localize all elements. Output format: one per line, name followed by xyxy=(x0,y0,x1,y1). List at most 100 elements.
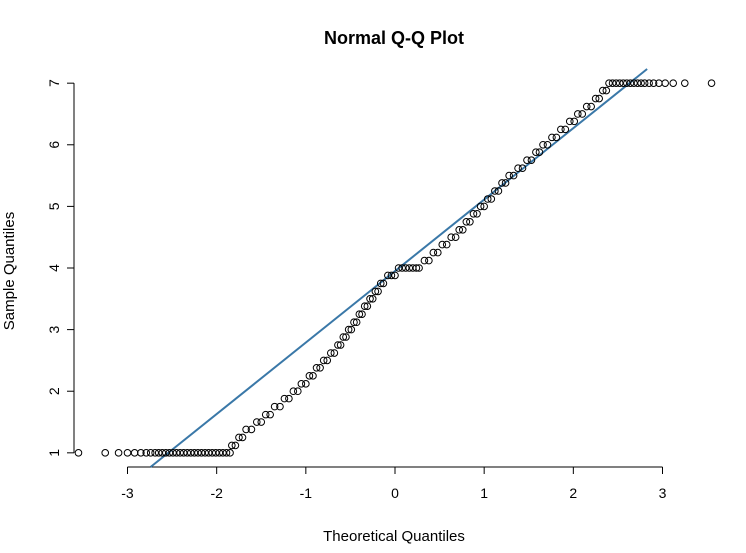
x-tick-label: 2 xyxy=(569,485,577,501)
data-point xyxy=(319,356,328,365)
data-point xyxy=(505,171,513,180)
data-point xyxy=(412,264,421,272)
data-point xyxy=(294,387,302,396)
data-point xyxy=(491,187,499,195)
data-point xyxy=(238,433,247,442)
data-point xyxy=(480,202,488,211)
data-point xyxy=(330,349,339,357)
data-point xyxy=(561,125,570,134)
data-point xyxy=(242,425,250,434)
data-point xyxy=(183,449,192,457)
data-point xyxy=(501,179,510,187)
data-point xyxy=(645,79,653,87)
data-point xyxy=(649,79,658,87)
data-point xyxy=(602,86,611,95)
data-point xyxy=(336,341,345,349)
data-point xyxy=(447,233,455,241)
data-point xyxy=(162,449,170,457)
data-point xyxy=(680,79,689,87)
data-point xyxy=(623,79,631,87)
data-point xyxy=(483,195,492,203)
y-tick-label: 7 xyxy=(46,79,62,87)
data-point xyxy=(276,402,284,411)
data-point xyxy=(235,433,243,442)
data-point xyxy=(285,394,293,403)
data-point xyxy=(371,287,380,296)
data-point xyxy=(270,402,279,411)
data-point xyxy=(394,264,403,272)
data-point xyxy=(360,302,369,310)
data-point xyxy=(201,449,209,457)
data-point xyxy=(327,349,335,357)
data-point xyxy=(363,302,372,310)
data-point xyxy=(261,410,270,419)
data-point xyxy=(384,271,392,280)
data-point xyxy=(669,79,678,87)
data-point xyxy=(451,233,460,241)
data-point xyxy=(231,441,240,450)
data-point xyxy=(557,125,565,134)
data-point xyxy=(187,449,195,457)
data-point xyxy=(190,449,199,457)
data-point xyxy=(344,325,353,334)
data-point xyxy=(438,240,447,249)
data-point xyxy=(532,148,540,156)
data-point xyxy=(228,441,236,450)
data-point xyxy=(252,418,261,426)
data-point xyxy=(707,79,716,87)
data-point xyxy=(398,264,406,272)
data-point xyxy=(640,79,649,87)
data-point xyxy=(630,79,638,87)
data-points xyxy=(74,79,716,457)
data-point xyxy=(339,333,348,341)
data-point xyxy=(305,372,314,380)
data-point xyxy=(535,148,544,156)
data-point xyxy=(266,410,274,419)
data-point xyxy=(391,271,399,280)
data-point xyxy=(401,264,410,272)
data-point xyxy=(165,449,174,457)
data-point xyxy=(552,133,561,142)
data-point xyxy=(591,94,600,103)
data-point xyxy=(582,102,591,111)
data-point xyxy=(342,333,350,341)
data-point xyxy=(476,202,485,211)
data-point xyxy=(151,449,159,457)
data-point xyxy=(539,140,547,149)
data-point xyxy=(434,248,442,257)
data-point xyxy=(469,209,478,218)
data-point xyxy=(101,449,110,457)
data-point xyxy=(543,140,552,149)
data-point xyxy=(312,364,321,372)
data-point xyxy=(587,102,595,111)
data-point xyxy=(379,279,388,288)
data-point xyxy=(350,318,358,327)
data-point xyxy=(358,310,366,319)
axes: -3 -2 -1 0 1 2 3 1 2 3 4 5 6 7 xyxy=(46,79,667,501)
data-point xyxy=(487,195,496,203)
data-point xyxy=(494,187,503,195)
data-point xyxy=(509,171,518,180)
x-tick-label: -3 xyxy=(121,485,134,501)
data-point xyxy=(280,394,289,403)
data-point xyxy=(226,449,234,457)
data-point xyxy=(376,279,385,288)
data-point xyxy=(289,387,298,396)
data-point xyxy=(458,226,467,234)
data-point xyxy=(466,217,474,226)
data-point xyxy=(637,79,645,87)
data-point xyxy=(247,425,256,434)
y-axis-label: Sample Quantiles xyxy=(1,212,18,330)
data-point xyxy=(74,449,83,457)
data-point xyxy=(130,449,139,457)
data-point xyxy=(334,341,342,349)
data-point xyxy=(615,79,624,87)
y-tick-label: 6 xyxy=(46,141,62,149)
data-point xyxy=(197,449,206,457)
data-point xyxy=(518,164,527,172)
x-tick-label: 3 xyxy=(659,485,667,501)
data-point xyxy=(523,156,531,164)
data-point xyxy=(415,264,423,272)
data-point xyxy=(548,133,556,142)
